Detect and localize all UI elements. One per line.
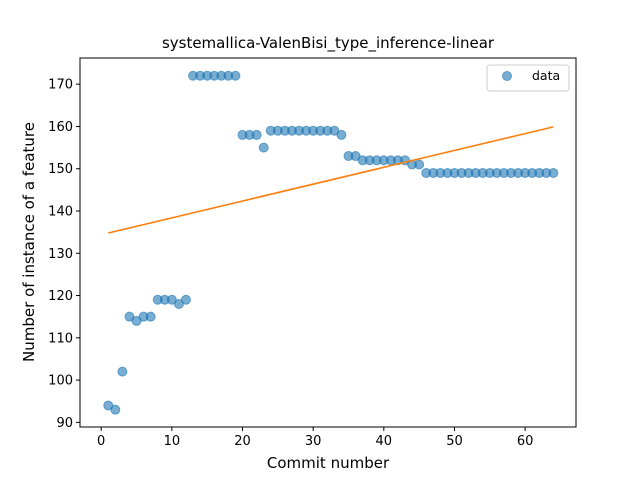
y-tick-label: 110 — [48, 331, 73, 346]
y-tick-label: 150 — [48, 162, 73, 177]
y-tick-label: 120 — [48, 289, 73, 304]
data-point — [117, 366, 128, 377]
y-axis-ticks: 90 100 110 120 130 140 150 160 170 — [48, 78, 80, 431]
x-tick-label: 0 — [97, 434, 105, 449]
y-tick-label: 100 — [48, 374, 73, 389]
data-point — [258, 142, 269, 153]
x-tick-label: 50 — [446, 434, 463, 449]
legend-label: data — [532, 68, 560, 83]
plot-marks — [103, 70, 559, 415]
data-point — [110, 404, 121, 415]
fit-line — [108, 126, 554, 234]
x-axis-ticks: 0 10 20 30 40 50 60 — [97, 427, 533, 449]
chart-title: systemallica-ValenBisi_type_inference-li… — [162, 34, 495, 53]
y-tick-label: 170 — [48, 78, 73, 93]
legend-marker — [502, 71, 512, 81]
data-point — [548, 167, 559, 178]
x-tick-label: 30 — [305, 434, 322, 449]
data-point — [230, 70, 241, 81]
legend: data — [486, 64, 570, 92]
x-tick-label: 10 — [164, 434, 181, 449]
x-tick-label: 20 — [234, 434, 251, 449]
y-tick-label: 130 — [48, 247, 73, 262]
plot-frame — [79, 57, 577, 428]
x-tick-label: 60 — [517, 434, 534, 449]
x-axis-label: Commit number — [267, 454, 390, 472]
x-tick-label: 40 — [376, 434, 393, 449]
y-tick-label: 140 — [48, 205, 73, 220]
data-point — [414, 159, 425, 170]
data-point — [145, 311, 156, 322]
y-tick-label: 160 — [48, 120, 73, 135]
data-point — [251, 129, 262, 140]
data-point — [180, 294, 191, 305]
data-point — [336, 129, 347, 140]
y-tick-label: 90 — [56, 416, 73, 431]
y-axis-label: Number of instance of a feature — [20, 122, 38, 362]
